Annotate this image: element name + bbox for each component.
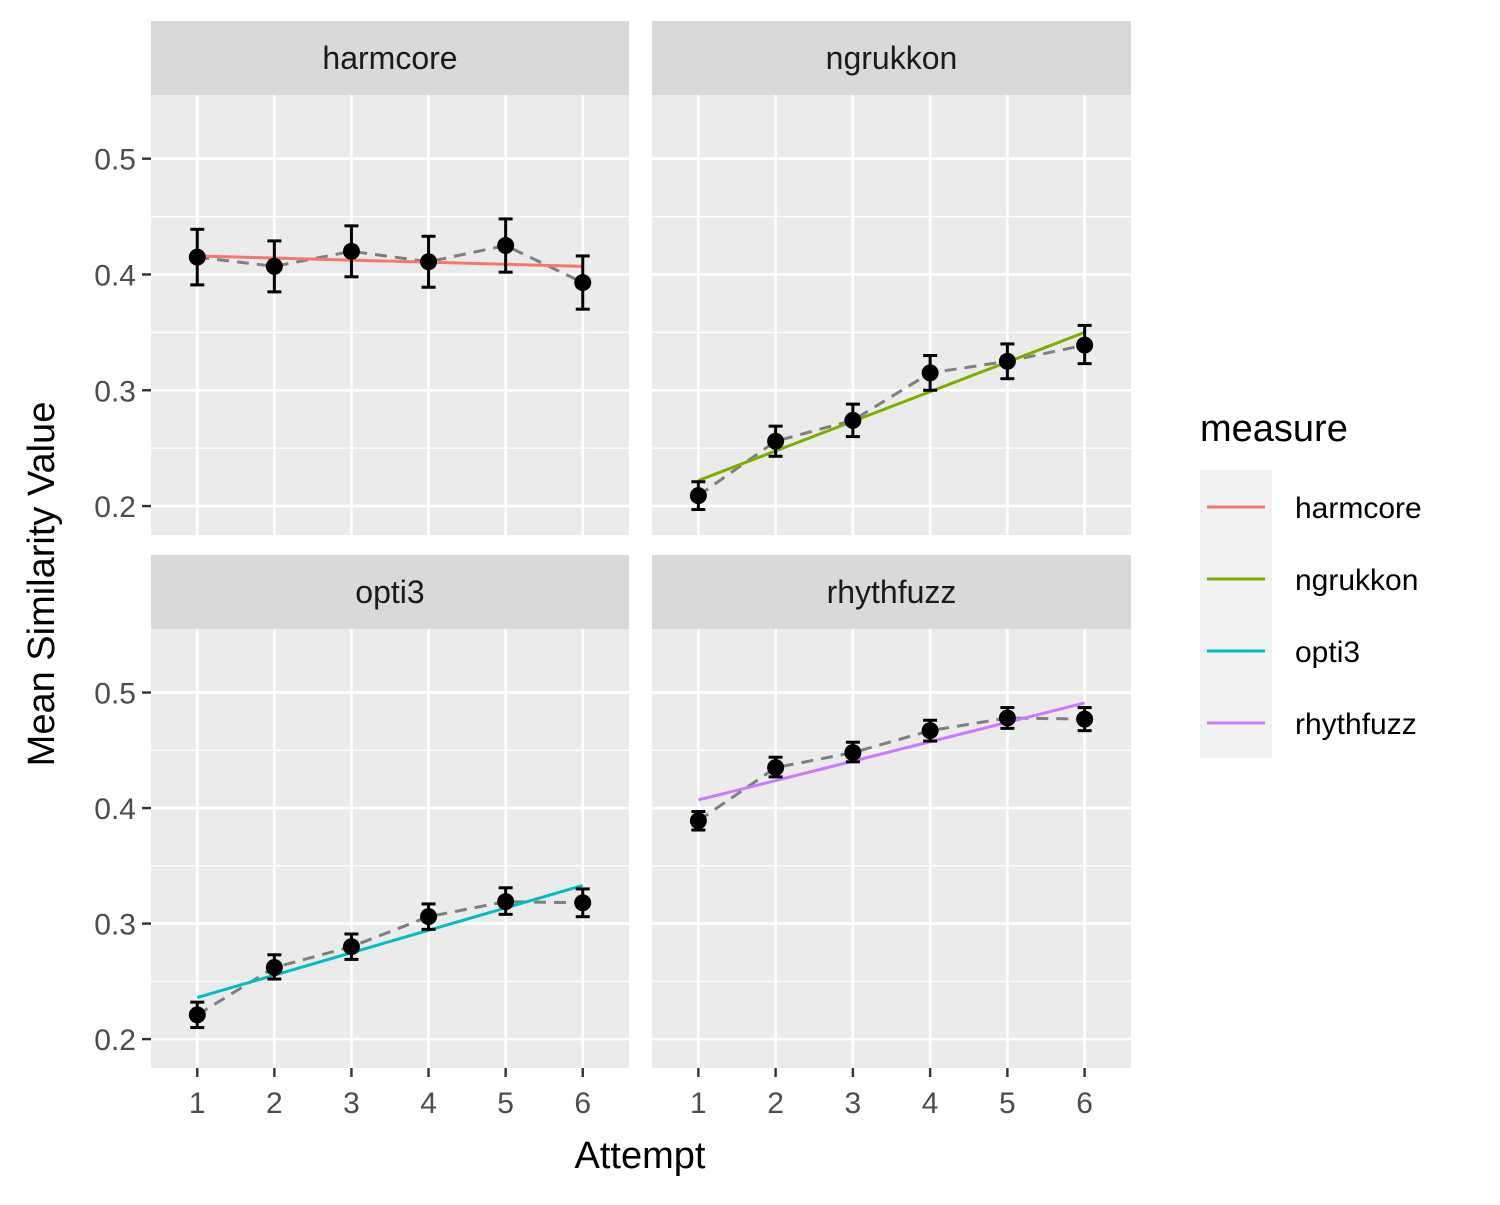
data-point	[188, 248, 206, 266]
x-tick-label: 4	[420, 1087, 437, 1120]
data-point	[767, 759, 785, 777]
data-point	[497, 237, 515, 255]
x-tick-label: 1	[189, 1087, 206, 1120]
panel-opti3: opti3 0.2 0.3 0.4 0.5 1 2 3 4 5 6	[94, 555, 629, 1120]
legend-key-background	[1200, 470, 1272, 758]
strip-background	[652, 21, 1131, 95]
strip-label: ngrukkon	[826, 40, 958, 76]
y-tick-label: 0.5	[94, 144, 136, 177]
data-point	[921, 364, 939, 382]
panels-layer: harmcore 0.2 0.3 0.4 0.5 ngrukkon opti3 0.2 0.3 0…	[94, 21, 1131, 1120]
panel-rhythfuzz: rhythfuzz 1 2 3 4 5 6	[652, 555, 1131, 1120]
legend-label-harmcore: harmcore	[1295, 492, 1422, 525]
panel-ngrukkon: ngrukkon	[652, 21, 1131, 535]
x-tick-label: 4	[922, 1087, 939, 1120]
strip-label: harmcore	[322, 40, 457, 76]
y-tick-label: 0.4	[94, 259, 136, 292]
strip-background	[151, 21, 629, 95]
data-point	[844, 744, 862, 762]
trend-line-opti3	[196, 884, 584, 999]
y-axis-title: Mean Similarity Value	[21, 402, 63, 767]
data-point	[342, 242, 360, 260]
x-tick-label: 1	[690, 1087, 707, 1120]
data-point	[265, 257, 283, 275]
data-point	[497, 893, 515, 911]
y-tick-label: 0.3	[94, 375, 136, 408]
x-tick-label: 5	[497, 1087, 514, 1120]
data-point	[921, 722, 939, 740]
y-tick-label: 0.5	[94, 678, 136, 711]
data-point	[574, 274, 592, 292]
x-tick-label: 2	[767, 1087, 784, 1120]
x-tick-label: 6	[574, 1087, 591, 1120]
data-point	[689, 487, 707, 505]
x-tick-label: 3	[343, 1087, 360, 1120]
data-point	[188, 1006, 206, 1024]
legend-title: measure	[1200, 408, 1348, 450]
trend-line-rhythfuzz	[697, 701, 1086, 802]
panel-background	[652, 629, 1131, 1068]
panel-background	[151, 95, 629, 535]
x-tick-label: 6	[1076, 1087, 1093, 1120]
x-tick-label: 2	[266, 1087, 283, 1120]
panel-background	[652, 95, 1131, 535]
x-tick-label: 5	[999, 1087, 1016, 1120]
strip-label: rhythfuzz	[827, 574, 957, 610]
trend-line-harmcore	[197, 254, 583, 268]
data-point	[689, 812, 707, 830]
y-tick-label: 0.2	[94, 491, 136, 524]
panel-harmcore: harmcore 0.2 0.3 0.4 0.5	[94, 21, 629, 535]
data-point	[420, 253, 438, 271]
data-point	[420, 908, 438, 926]
trend-line-ngrukkon	[697, 330, 1086, 482]
mean-connector-line	[197, 243, 584, 284]
y-tick-label: 0.3	[94, 909, 136, 942]
data-point	[265, 958, 283, 976]
mean-connector-line	[196, 900, 583, 1017]
panel-background	[151, 629, 629, 1068]
legend: measure harmcore ngrukkon opti3 rhythfuzz	[1200, 408, 1422, 758]
y-tick-label: 0.2	[94, 1024, 136, 1057]
x-axis-title: Attempt	[575, 1135, 706, 1177]
legend-label-ngrukkon: ngrukkon	[1295, 564, 1418, 597]
data-point	[342, 938, 360, 956]
strip-background	[151, 555, 629, 629]
data-point	[844, 411, 862, 429]
strip-background	[652, 555, 1131, 629]
y-tick-label: 0.4	[94, 793, 136, 826]
data-point	[1076, 710, 1094, 728]
data-point	[998, 709, 1016, 727]
legend-label-rhythfuzz: rhythfuzz	[1295, 708, 1417, 741]
data-point	[767, 432, 785, 450]
data-point	[1076, 336, 1094, 354]
data-point	[574, 894, 592, 912]
data-point	[998, 352, 1016, 370]
strip-label: opti3	[355, 574, 424, 610]
legend-label-opti3: opti3	[1295, 636, 1360, 669]
x-tick-label: 3	[845, 1087, 862, 1120]
